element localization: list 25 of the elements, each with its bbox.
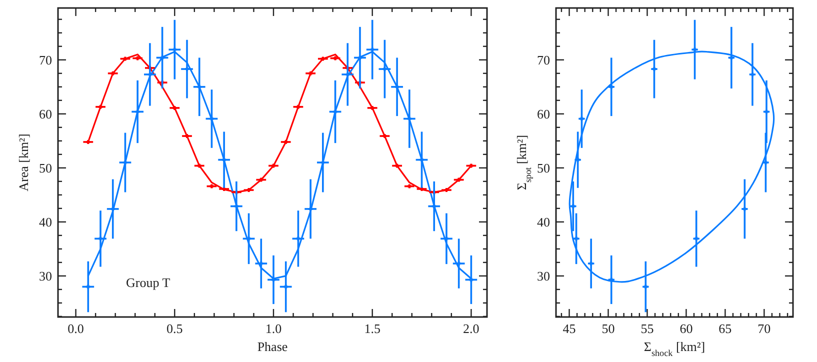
- x-tick-label: 70: [758, 321, 771, 336]
- y-tick-label: 70: [39, 52, 52, 68]
- y-tick-label: 50: [39, 160, 52, 176]
- x-tick-label: 45: [562, 321, 576, 336]
- x-tick-label: 65: [718, 321, 732, 336]
- x-tick-label: 0.5: [166, 321, 183, 336]
- y-axis-title: Area [km²]: [16, 134, 31, 192]
- x-tick-label: 2.0: [463, 321, 480, 336]
- annotation: Group T: [126, 275, 170, 290]
- y-tick-label: 30: [39, 268, 52, 284]
- x-tick-label: 55: [640, 321, 654, 336]
- y-tick-label: 30: [537, 268, 550, 284]
- x-axis-title: Σ$_{shock}$ [km²]: [644, 339, 706, 358]
- y-tick-label: 40: [39, 214, 52, 230]
- x-tick-label: 1.5: [364, 321, 380, 336]
- y-tick-label: 60: [39, 106, 52, 122]
- x-axis-title: Phase: [257, 339, 288, 354]
- x-tick-label: 60: [680, 321, 693, 336]
- x-tick-label: 0.0: [68, 321, 84, 336]
- x-tick-label: 1.0: [265, 321, 282, 336]
- x-tick-label: 50: [602, 321, 615, 336]
- y-tick-label: 40: [537, 214, 550, 230]
- y-tick-label: 50: [537, 160, 550, 176]
- y-tick-label: 70: [537, 52, 550, 68]
- y-tick-label: 60: [537, 106, 550, 122]
